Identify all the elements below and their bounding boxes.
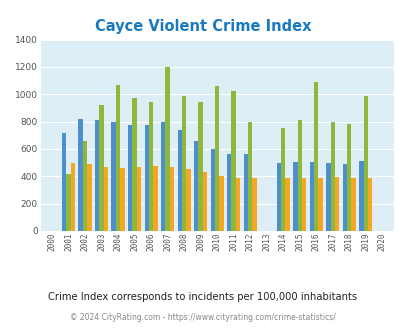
Bar [99,105,104,231]
Bar [136,167,141,231]
Bar [62,133,66,231]
Bar [351,178,355,231]
Bar [252,178,256,231]
Bar [153,166,158,231]
Bar [202,172,207,231]
Bar [165,67,170,231]
Text: Cayce Violent Crime Index: Cayce Violent Crime Index [94,19,311,34]
Bar [186,169,190,231]
Bar [161,122,165,231]
Bar [181,96,186,231]
Bar [367,178,371,231]
Bar [149,102,153,231]
Bar [144,125,149,231]
Bar [280,128,285,231]
Bar [243,154,247,231]
Bar [276,163,280,231]
Bar [285,178,289,231]
Bar [318,178,322,231]
Bar [71,163,75,231]
Bar [309,162,313,231]
Bar [104,167,108,231]
Bar [301,178,306,231]
Bar [177,130,181,231]
Bar [226,154,231,231]
Bar [358,161,362,231]
Bar [198,102,202,231]
Bar [346,124,351,231]
Bar [111,122,116,231]
Bar [342,164,346,231]
Text: Crime Index corresponds to incidents per 100,000 inhabitants: Crime Index corresponds to incidents per… [48,292,357,302]
Bar [334,177,339,231]
Bar [95,120,99,231]
Bar [170,167,174,231]
Bar [210,149,215,231]
Bar [330,122,334,231]
Bar [313,82,318,231]
Bar [116,85,120,231]
Bar [78,119,83,231]
Bar [128,125,132,231]
Bar [231,91,235,231]
Bar [194,141,198,231]
Text: © 2024 CityRating.com - https://www.cityrating.com/crime-statistics/: © 2024 CityRating.com - https://www.city… [70,313,335,322]
Bar [297,120,301,231]
Bar [132,98,136,231]
Bar [292,162,297,231]
Bar [235,178,240,231]
Bar [247,122,252,231]
Bar [66,174,71,231]
Bar [87,164,92,231]
Bar [83,141,87,231]
Bar [215,86,219,231]
Bar [362,96,367,231]
Bar [219,176,223,231]
Bar [325,163,330,231]
Bar [120,168,125,231]
